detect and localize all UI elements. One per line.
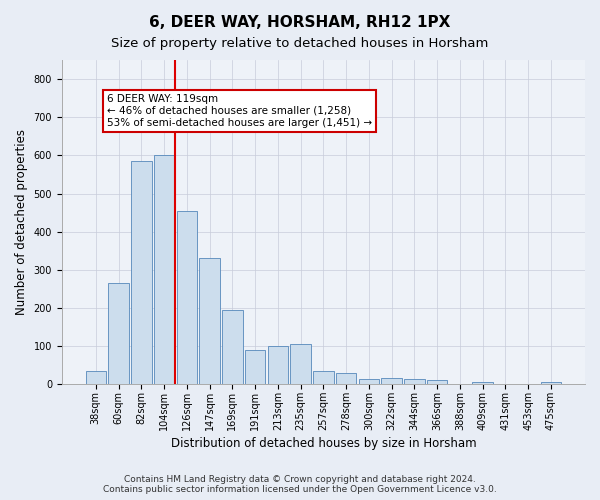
Text: 6, DEER WAY, HORSHAM, RH12 1PX: 6, DEER WAY, HORSHAM, RH12 1PX [149,15,451,30]
Bar [199,258,220,384]
Bar [541,382,561,384]
Bar [336,373,356,384]
Bar [313,371,334,384]
Bar [427,380,448,384]
Text: Size of property relative to detached houses in Horsham: Size of property relative to detached ho… [112,38,488,51]
X-axis label: Distribution of detached houses by size in Horsham: Distribution of detached houses by size … [170,437,476,450]
Text: Contains HM Land Registry data © Crown copyright and database right 2024.
Contai: Contains HM Land Registry data © Crown c… [103,474,497,494]
Bar [86,371,106,384]
Bar [109,283,129,384]
Bar [404,378,425,384]
Bar [176,210,197,384]
Bar [472,382,493,384]
Bar [245,350,265,384]
Bar [222,310,242,384]
Bar [154,156,175,384]
Bar [131,161,152,384]
Text: 6 DEER WAY: 119sqm
← 46% of detached houses are smaller (1,258)
53% of semi-deta: 6 DEER WAY: 119sqm ← 46% of detached hou… [107,94,373,128]
Bar [290,344,311,385]
Bar [382,378,402,384]
Bar [268,346,288,385]
Y-axis label: Number of detached properties: Number of detached properties [15,129,28,315]
Bar [359,378,379,384]
